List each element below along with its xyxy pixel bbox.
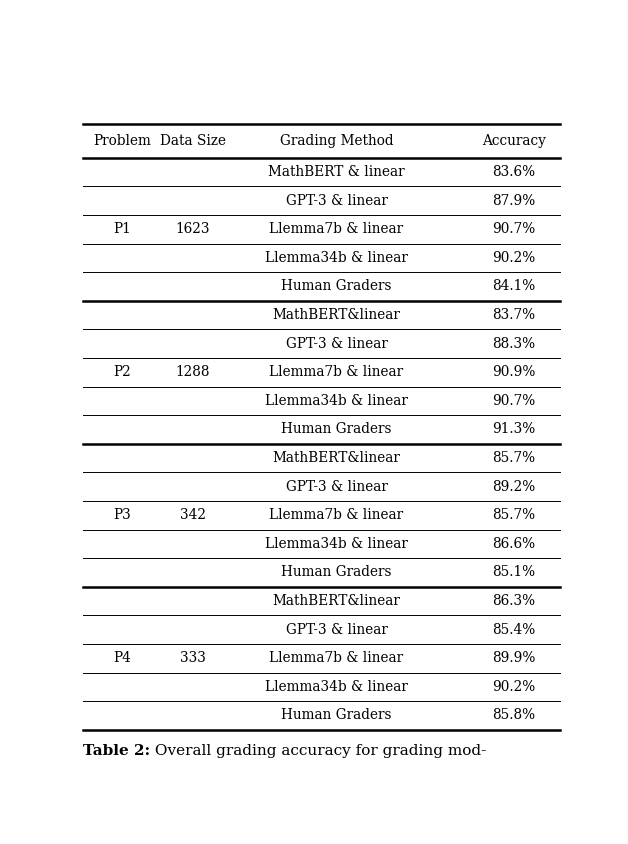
Text: Llemma7b & linear: Llemma7b & linear (269, 365, 404, 379)
Text: 90.2%: 90.2% (492, 679, 536, 694)
Text: Llemma34b & linear: Llemma34b & linear (265, 679, 408, 694)
Text: Table 2:: Table 2: (84, 744, 151, 758)
Text: GPT-3 & linear: GPT-3 & linear (286, 479, 387, 494)
Text: 89.2%: 89.2% (492, 479, 536, 494)
Text: Llemma34b & linear: Llemma34b & linear (265, 537, 408, 551)
Text: 90.2%: 90.2% (492, 251, 536, 265)
Text: MathBERT & linear: MathBERT & linear (268, 165, 405, 179)
Text: Overall grading accuracy for grading mod-: Overall grading accuracy for grading mod… (151, 744, 487, 758)
Text: 85.1%: 85.1% (492, 565, 536, 580)
Text: Llemma34b & linear: Llemma34b & linear (265, 251, 408, 265)
Text: 90.9%: 90.9% (492, 365, 536, 379)
Text: Llemma34b & linear: Llemma34b & linear (265, 394, 408, 408)
Text: 83.7%: 83.7% (492, 308, 536, 322)
Text: 88.3%: 88.3% (492, 337, 536, 351)
Text: MathBERT&linear: MathBERT&linear (273, 451, 401, 465)
Text: 86.3%: 86.3% (492, 594, 536, 608)
Text: 1288: 1288 (176, 365, 210, 379)
Text: Llemma7b & linear: Llemma7b & linear (269, 652, 404, 665)
Text: Problem: Problem (94, 134, 151, 148)
Text: Human Graders: Human Graders (281, 708, 392, 722)
Text: 87.9%: 87.9% (492, 194, 536, 208)
Text: GPT-3 & linear: GPT-3 & linear (286, 623, 387, 636)
Text: 86.6%: 86.6% (492, 537, 536, 551)
Text: Human Graders: Human Graders (281, 565, 392, 580)
Text: Llemma7b & linear: Llemma7b & linear (269, 222, 404, 236)
Text: 342: 342 (180, 508, 206, 522)
Text: Data Size: Data Size (160, 134, 226, 148)
Text: GPT-3 & linear: GPT-3 & linear (286, 337, 387, 351)
Text: Grading Method: Grading Method (279, 134, 393, 148)
Text: P3: P3 (114, 508, 131, 522)
Text: 83.6%: 83.6% (492, 165, 536, 179)
Text: 89.9%: 89.9% (492, 652, 536, 665)
Text: 1623: 1623 (176, 222, 210, 236)
Text: 91.3%: 91.3% (492, 423, 536, 436)
Text: GPT-3 & linear: GPT-3 & linear (286, 194, 387, 208)
Text: Human Graders: Human Graders (281, 423, 392, 436)
Text: 90.7%: 90.7% (492, 394, 536, 408)
Text: Llemma7b & linear: Llemma7b & linear (269, 508, 404, 522)
Text: 85.7%: 85.7% (492, 451, 536, 465)
Text: 84.1%: 84.1% (492, 279, 536, 294)
Text: Accuracy: Accuracy (482, 134, 546, 148)
Text: P2: P2 (114, 365, 131, 379)
Text: P1: P1 (114, 222, 131, 236)
Text: 85.4%: 85.4% (492, 623, 536, 636)
Text: 85.7%: 85.7% (492, 508, 536, 522)
Text: 90.7%: 90.7% (492, 222, 536, 236)
Text: MathBERT&linear: MathBERT&linear (273, 594, 401, 608)
Text: 333: 333 (180, 652, 206, 665)
Text: Human Graders: Human Graders (281, 279, 392, 294)
Text: 85.8%: 85.8% (492, 708, 536, 722)
Text: P4: P4 (114, 652, 131, 665)
Text: MathBERT&linear: MathBERT&linear (273, 308, 401, 322)
